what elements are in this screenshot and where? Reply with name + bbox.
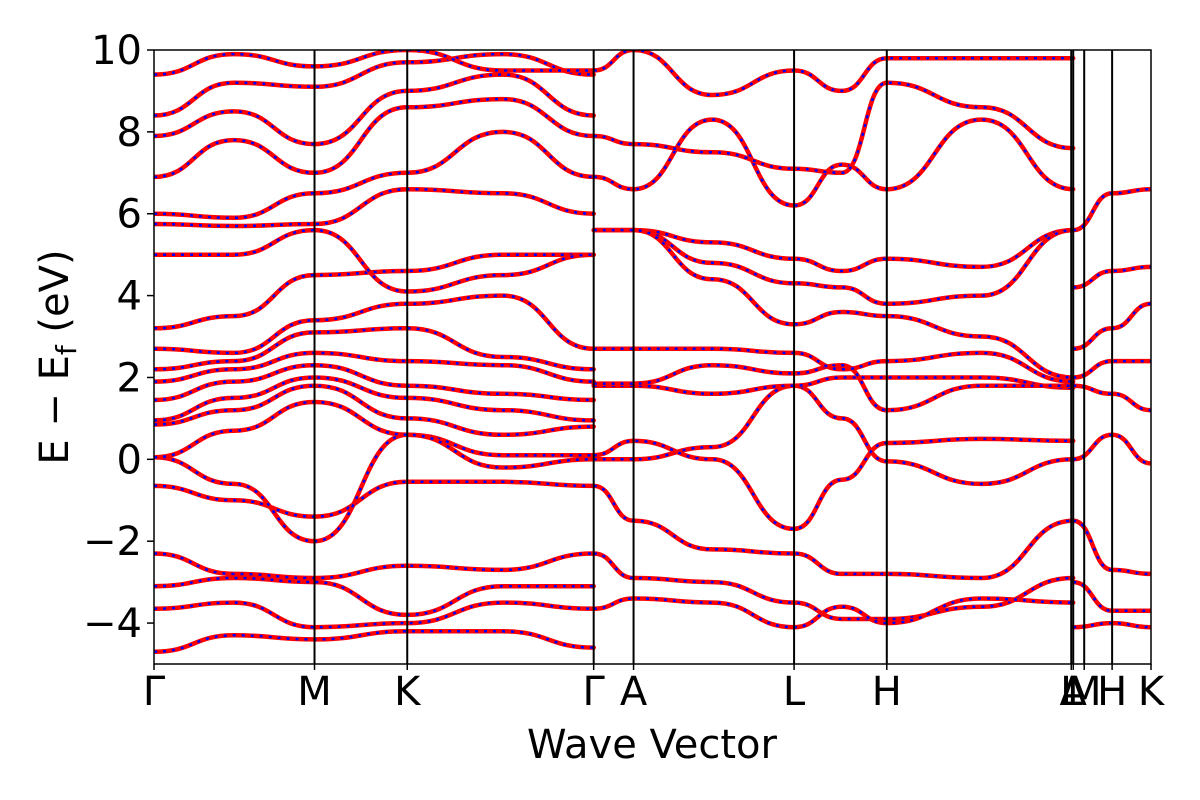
band-12-dashed <box>154 130 594 220</box>
band-28-line <box>591 227 1076 380</box>
band-25-dashed <box>593 347 1074 383</box>
y-tick-label-3: 4 <box>117 274 142 320</box>
band-29-line <box>591 117 1076 208</box>
y-axis-title: E − Ef (eV) <box>32 249 83 464</box>
band-17-dashed <box>154 552 594 580</box>
band-19-dashed <box>154 601 594 629</box>
x-tick-label-8: L <box>1060 669 1083 715</box>
y-tick-label-5: 0 <box>117 437 142 483</box>
band-23-dashed <box>593 376 1074 396</box>
x-tick-label-4: A <box>620 669 648 715</box>
y-tick-label-0: 10 <box>91 28 142 74</box>
band-3-dashed <box>154 384 594 437</box>
y-tick-label-1: 8 <box>117 110 142 156</box>
band-8-dashed <box>154 294 594 355</box>
y-tick-label-6: −2 <box>83 519 142 565</box>
band-1-dashed <box>154 433 594 543</box>
band-30-line <box>591 80 1076 176</box>
band-11-dashed <box>154 187 594 228</box>
band-31-line <box>591 50 1076 98</box>
x-tick-label-10: H <box>1097 669 1127 715</box>
x-tick-label-6: H <box>872 669 902 715</box>
plot-frame <box>153 49 1152 665</box>
band-33-line <box>591 551 1076 622</box>
band-10-line <box>154 227 596 294</box>
band-5-dashed <box>154 363 594 402</box>
band-26-dashed <box>593 228 1074 273</box>
band-15-line <box>154 51 596 118</box>
y-tick-label-4: 2 <box>117 355 142 401</box>
band-32-dashed <box>593 484 1074 580</box>
x-tick-label-9: M <box>1067 669 1102 715</box>
band-9-dashed <box>154 253 594 330</box>
band-41-dashed <box>1072 519 1151 576</box>
band-4-dashed <box>154 376 594 422</box>
x-tick-label-7: A <box>1060 669 1088 715</box>
band-34-dashed <box>593 597 1074 629</box>
band-43-dashed <box>1073 621 1151 629</box>
band-13-dashed <box>154 97 594 179</box>
band-21-line <box>591 383 1076 487</box>
x-tick-label-3: Γ <box>583 669 606 715</box>
bands-layer <box>154 50 1151 654</box>
x-tick-label-0: Γ <box>143 669 166 715</box>
band-18-dashed <box>154 576 594 617</box>
high-symmetry-lines <box>313 50 1114 664</box>
band-27-dashed <box>593 228 1074 306</box>
x-tick-label-1: M <box>297 669 332 715</box>
y-tick-label-7: −4 <box>83 601 142 647</box>
band-22-dashed <box>593 437 1074 531</box>
y-axis-title-subscript: f <box>50 344 83 355</box>
band-6-dashed <box>154 351 594 383</box>
y-axis-title-unit: (eV) <box>32 249 78 345</box>
band-20-dashed <box>154 630 594 653</box>
band-0-dashed <box>154 480 594 518</box>
x-axis-title: Wave Vector <box>527 722 778 768</box>
y-axis-ticks: 10 8 6 4 2 0 −2 −4 <box>83 28 154 647</box>
x-tick-label-11: K <box>1138 669 1166 715</box>
band-16-line <box>154 50 596 77</box>
y-tick-label-2: 6 <box>117 192 142 238</box>
y-axis-title-main: E − E <box>32 355 78 465</box>
x-tick-label-5: L <box>783 669 806 715</box>
band-2-line <box>154 399 596 470</box>
band-7-line <box>154 326 596 372</box>
x-tick-label-2: K <box>394 669 422 715</box>
band-14-line <box>154 72 596 147</box>
